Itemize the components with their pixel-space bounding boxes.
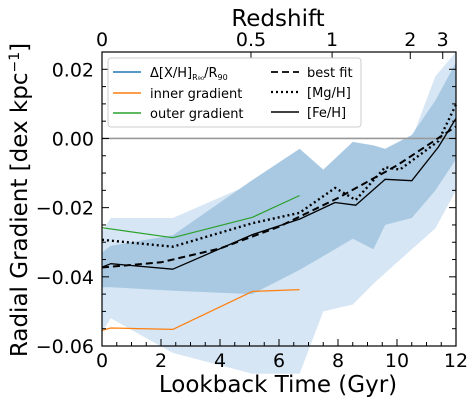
x-tick-label: 2 — [155, 350, 167, 372]
x-tick-label: 10 — [385, 350, 409, 372]
legend-label-inner: inner gradient — [150, 87, 242, 102]
x-tick-label: 6 — [273, 350, 285, 372]
plot-frame — [101, 51, 457, 347]
y-axis-title-sup: −1 — [7, 52, 23, 73]
x-tick-label: 0 — [96, 350, 108, 372]
legend-label-ratio: Δ[X/H]R₉₀/R90 — [150, 66, 228, 82]
y-axis-title-main: Radial Gradient [dex kpc — [7, 73, 33, 358]
scatter-bands — [102, 52, 456, 374]
x-tick-label: 12 — [444, 350, 468, 372]
series-line-outer-gradient — [101, 194, 300, 239]
y-axis-title: Radial Gradient [dex kpc−1] — [7, 43, 33, 357]
series-line-inner-gradient — [101, 289, 300, 331]
band-inner — [102, 62, 456, 295]
y-axis-title-close: ] — [7, 43, 33, 52]
top-tick-label: 0.5 — [236, 29, 266, 51]
legend-label-mgh: [Mg/H] — [307, 86, 351, 101]
legend-label-feh: [Fe/H] — [307, 106, 346, 121]
y-tick-label: 0.00 — [52, 128, 94, 150]
top-tick-label: 2 — [404, 29, 416, 51]
x-tick-label: 8 — [332, 350, 344, 372]
series-lines — [101, 104, 458, 331]
top-axis-title: Redshift — [231, 6, 324, 32]
top-tick-label: 1 — [326, 29, 338, 51]
series-line-fe-h — [101, 118, 457, 270]
legend-box — [107, 57, 362, 128]
legend-label-best-fit: best fit — [307, 66, 353, 81]
y-tick-label: 0.02 — [52, 59, 94, 81]
y-tick-label: −0.02 — [36, 198, 94, 220]
tick-labels: 0 2 4 6 8 10 12−0.06−0.04−0.020.000.020 0.5 1 2 3 — [36, 29, 468, 372]
x-axis-title: Lookback Time (Gyr) — [159, 372, 397, 398]
series-line-best-fit — [101, 125, 457, 269]
legend-label-outer: outer gradient — [150, 107, 244, 122]
x-tick-label: 4 — [214, 350, 226, 372]
legend: Δ[X/H]R₉₀/R90 inner gradient outer gradi… — [107, 57, 362, 128]
top-tick-label: 0 — [96, 29, 108, 51]
top-tick-label: 3 — [437, 29, 449, 51]
y-tick-label: −0.06 — [36, 336, 94, 358]
y-tick-label: −0.04 — [36, 267, 94, 289]
